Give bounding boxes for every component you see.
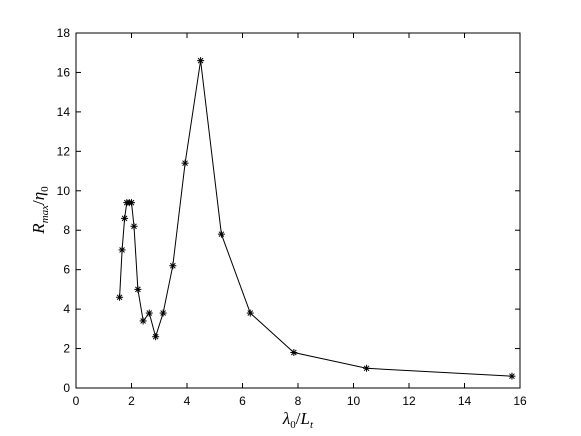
- y-label-denom: η: [29, 192, 48, 200]
- data-point-marker: [134, 285, 142, 293]
- x-tick-label: 16: [513, 394, 527, 408]
- x-label-denom: L: [300, 409, 310, 428]
- y-tick-label: 2: [63, 342, 70, 356]
- y-label-main: R: [29, 223, 48, 235]
- data-point-marker: [139, 317, 147, 325]
- x-tick-label: 10: [347, 394, 361, 408]
- x-tick-label: 8: [295, 394, 302, 408]
- data-point-marker: [508, 372, 516, 380]
- x-tick-label: 0: [73, 394, 80, 408]
- y-tick-label: 16: [57, 65, 71, 79]
- data-point-marker: [128, 199, 135, 207]
- x-label-denom-sub: t: [310, 419, 314, 431]
- ticks: [75, 32, 521, 389]
- y-axis-label: Rmax/η0: [29, 186, 51, 235]
- data-point-marker: [145, 309, 153, 317]
- plot-area: [75, 32, 521, 389]
- data-point-marker: [217, 230, 225, 238]
- data-point-marker: [246, 309, 254, 317]
- data-point-marker: [290, 349, 298, 356]
- series-layer: [116, 57, 516, 380]
- x-tick-label: 6: [239, 394, 246, 408]
- data-point-marker: [363, 364, 371, 372]
- y-tick-label: 10: [57, 184, 71, 198]
- x-axis-label: λ0/Lt: [282, 409, 314, 431]
- data-point-marker: [152, 333, 160, 341]
- y-tick-label: 6: [63, 263, 70, 277]
- data-point-marker: [169, 262, 177, 270]
- y-label-denom-sub: 0: [39, 186, 51, 192]
- data-point-marker: [118, 246, 126, 254]
- tick-labels: 0 2 4 6 8 10 12 14 16 0 2 4 6 8 10 12 14 16 18: [57, 26, 527, 408]
- x-label-main: λ: [282, 409, 290, 428]
- data-point-marker: [159, 309, 167, 317]
- data-point-marker: [197, 57, 205, 65]
- y-label-main-sub: max: [39, 205, 51, 223]
- x-tick-label: 14: [458, 394, 472, 408]
- y-tick-label: 12: [57, 144, 71, 158]
- data-point-marker: [121, 214, 129, 222]
- y-tick-label: 18: [57, 26, 71, 40]
- data-point-marker: [181, 159, 189, 167]
- y-tick-label: 8: [63, 223, 70, 237]
- data-point-marker: [130, 222, 138, 230]
- y-tick-label: 4: [63, 302, 70, 316]
- x-tick-label: 12: [402, 394, 416, 408]
- x-label-main-sub: 0: [290, 419, 296, 431]
- data-point-marker: [116, 293, 124, 301]
- y-tick-label: 14: [57, 105, 71, 119]
- y-tick-label: 0: [63, 381, 70, 395]
- x-tick-label: 2: [128, 394, 135, 408]
- x-tick-label: 4: [184, 394, 191, 408]
